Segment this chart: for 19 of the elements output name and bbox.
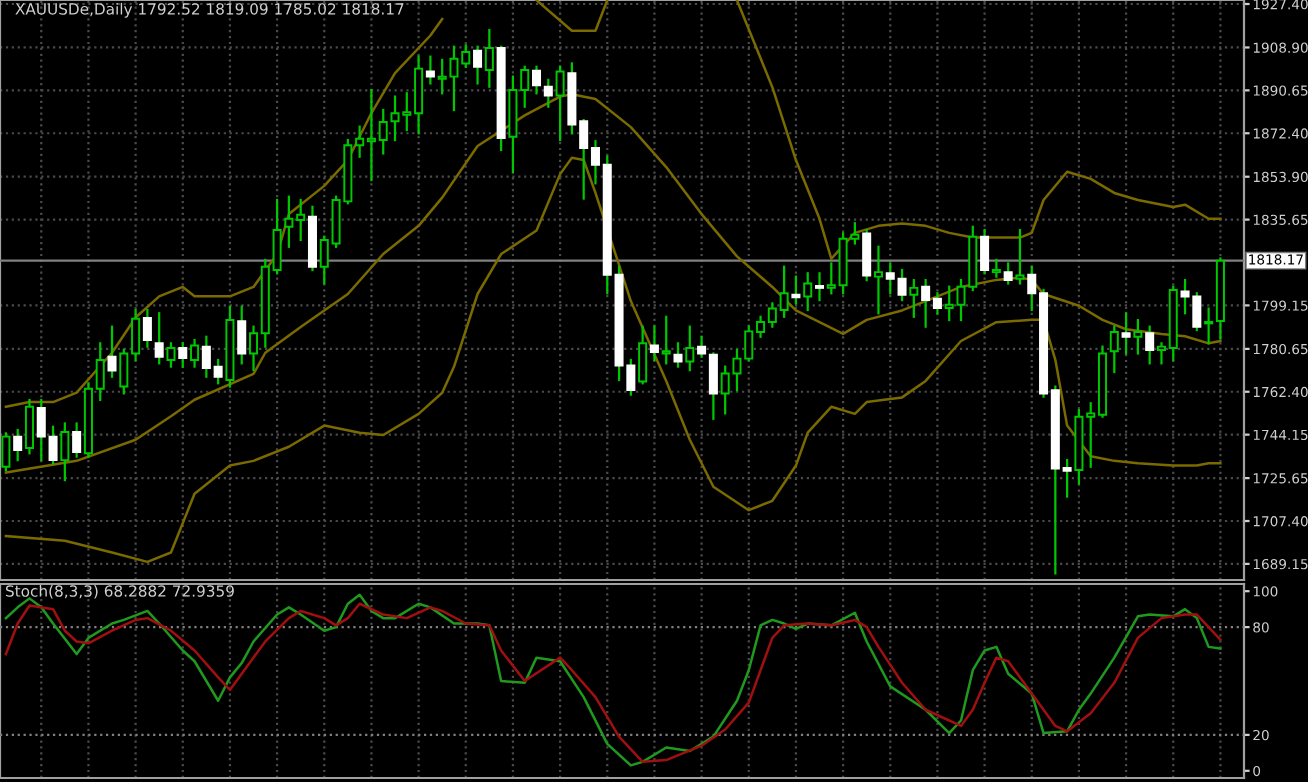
- candlestick: [1109, 325, 1119, 374]
- candlestick: [60, 422, 70, 482]
- candlestick: [555, 65, 565, 142]
- candlestick: [803, 272, 813, 312]
- candlestick: [190, 338, 200, 368]
- candlestick: [1133, 318, 1143, 355]
- candlestick: [638, 325, 648, 385]
- candlestick: [1, 432, 11, 472]
- candlestick: [484, 28, 494, 88]
- candlestick: [909, 279, 919, 318]
- candlestick: [873, 245, 883, 315]
- candlestick: [1015, 228, 1025, 285]
- line-series: [735, 0, 1222, 260]
- candlestick: [24, 398, 34, 455]
- line-series: [4, 17, 444, 409]
- candlestick: [685, 325, 695, 372]
- line-series: [4, 156, 1222, 564]
- candlestick: [661, 315, 671, 365]
- candlestick: [166, 342, 176, 368]
